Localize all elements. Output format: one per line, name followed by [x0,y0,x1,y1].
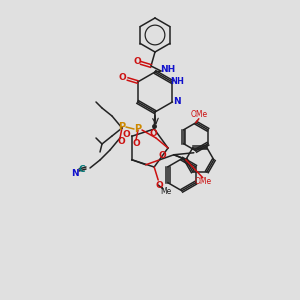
Text: N: N [173,97,181,106]
Text: O: O [117,137,125,146]
Text: N: N [71,169,79,178]
Text: O: O [155,181,163,190]
Text: OMe: OMe [194,177,212,186]
Text: O: O [159,151,167,160]
Text: Me: Me [160,187,172,196]
Text: OMe: OMe [190,110,207,119]
Text: O: O [133,58,141,67]
Text: O: O [149,130,157,139]
Text: O: O [119,74,127,82]
Text: P: P [134,124,142,134]
Text: O: O [132,140,140,148]
Text: NH: NH [170,76,184,85]
Text: C: C [79,166,85,175]
Text: P: P [118,122,126,132]
Text: NH: NH [160,64,175,74]
Text: O: O [123,130,131,139]
